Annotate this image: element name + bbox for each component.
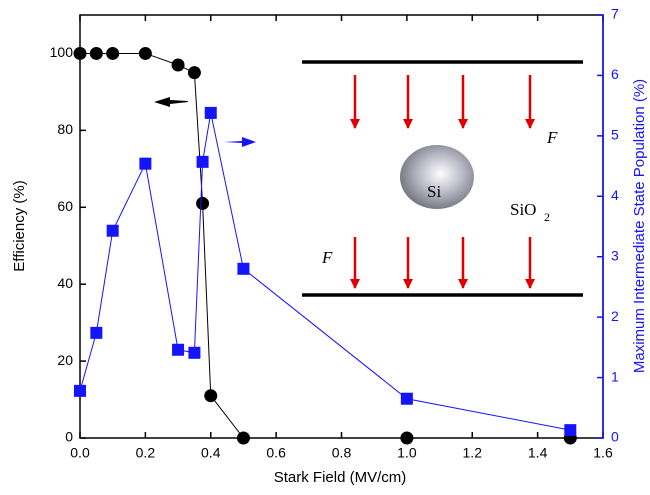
field-label: F (546, 128, 558, 147)
y-tick-label: 60 (57, 198, 73, 214)
y-axis-label: Efficiency (%) (11, 180, 28, 271)
point (400, 431, 414, 445)
point (90, 326, 103, 339)
point (196, 155, 209, 168)
x-tick-label: 0.6 (266, 445, 286, 461)
y-tick-label: 40 (57, 275, 73, 291)
point (106, 224, 119, 237)
plot-frame (79, 14, 604, 439)
point (237, 262, 250, 275)
matrix-sub: 2 (544, 210, 550, 224)
point (187, 66, 201, 80)
y-tick-label: 100 (50, 44, 74, 60)
point (204, 106, 217, 119)
y2-tick-label: 5 (611, 127, 619, 143)
x-tick-label: 1.2 (463, 445, 483, 461)
y2-tick-label: 6 (611, 66, 619, 82)
point (106, 46, 120, 60)
particle (400, 145, 474, 209)
y2-tick-label: 3 (611, 247, 619, 263)
x-tick-label: 1.4 (528, 445, 548, 461)
y2-tick-label: 1 (611, 368, 619, 384)
point (89, 46, 103, 60)
inset: Si SiO 2 F F (302, 60, 583, 297)
y2-tick-label: 7 (611, 6, 619, 22)
y-tick-label: 80 (57, 121, 73, 137)
y2-tick-label: 0 (611, 429, 619, 445)
y-tick-label: 20 (57, 352, 73, 368)
point (138, 46, 152, 60)
x-tick-label: 1.0 (397, 445, 417, 461)
x-tick-label: 0.4 (201, 445, 221, 461)
y2-tick-label: 4 (611, 187, 619, 203)
point (73, 46, 87, 60)
y2-tick-label: 2 (611, 308, 619, 324)
field-label: F (321, 248, 333, 267)
y-tick-label: 0 (65, 429, 73, 445)
point (196, 196, 210, 210)
x-tick-label: 0.0 (70, 445, 90, 461)
point (74, 384, 86, 397)
point (400, 392, 413, 405)
axis-arrow (224, 137, 256, 147)
point (172, 343, 185, 356)
x-tick-label: 0.2 (136, 445, 156, 461)
point (188, 346, 201, 359)
point (564, 424, 577, 437)
point (139, 157, 152, 170)
matrix-label: SiO (510, 200, 536, 219)
axis-arrow (154, 97, 188, 107)
particle-label: Si (427, 182, 441, 201)
point (236, 431, 250, 445)
series-line (79, 112, 571, 431)
x-tick-label: 1.6 (593, 445, 613, 461)
x-axis-label: Stark Field (MV/cm) (274, 469, 407, 486)
x-tick-label: 0.8 (332, 445, 352, 461)
y2-axis-label: Maximum Intermediate State Population (%… (631, 79, 648, 373)
series-line (80, 52, 571, 439)
point (171, 58, 185, 72)
point (204, 389, 218, 403)
field-arrows (350, 75, 535, 289)
